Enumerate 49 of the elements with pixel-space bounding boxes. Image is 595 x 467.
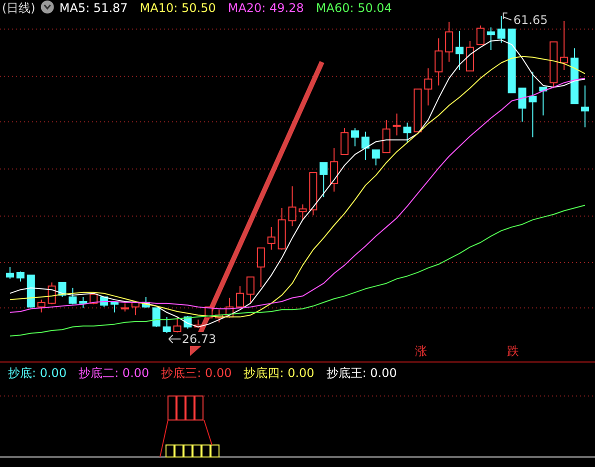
text: MA60: 50.04 (316, 1, 392, 15)
candlestick (6, 266, 14, 280)
chart-title: (日线) (2, 1, 36, 15)
candlestick (267, 226, 276, 250)
candlestick (16, 271, 24, 282)
candlestick (518, 88, 526, 122)
candlestick (79, 296, 88, 308)
candlestick (361, 131, 370, 160)
candlestick (434, 38, 443, 86)
candlestick (330, 148, 338, 192)
candlestick (68, 287, 77, 305)
text: 跌 (507, 344, 519, 358)
candlestick (372, 149, 380, 166)
candlestick (486, 26, 495, 51)
annotation: 61.65 (513, 13, 548, 27)
candlestick (382, 119, 390, 154)
candlestick (528, 71, 537, 138)
candlestick (236, 286, 244, 308)
candlestick (392, 113, 401, 136)
candlestick (110, 302, 119, 313)
text: 抄底四: 0.00 (244, 366, 314, 380)
candlestick (340, 128, 349, 155)
candlestick (162, 316, 171, 334)
text: 抄底三: 0.00 (161, 366, 232, 380)
candlestick (37, 299, 46, 313)
text: MA10: 50.50 (140, 1, 216, 15)
text: MA5: 51.87 (59, 1, 128, 15)
candlestick (424, 68, 432, 106)
candlestick (581, 84, 589, 128)
candlestick (403, 122, 412, 144)
candlestick (476, 25, 484, 46)
annotation: 26.73 (182, 332, 216, 346)
text: 抄底二: 0.00 (78, 366, 150, 380)
candlestick (298, 204, 307, 220)
candlestick (560, 20, 568, 71)
candlestick (320, 162, 328, 198)
candlestick (288, 186, 296, 227)
candlestick (351, 128, 359, 147)
candlestick (246, 276, 254, 303)
text: 涨 (415, 344, 427, 358)
text: MA20: 49.28 (228, 1, 304, 15)
candlestick (456, 30, 464, 71)
candlestick (497, 16, 506, 44)
text: 抄底王: 0.00 (326, 366, 397, 380)
candlestick (466, 40, 474, 72)
candlestick (152, 307, 160, 328)
text: 抄底: 0.00 (8, 366, 67, 380)
candlestick (445, 21, 454, 62)
candlestick (256, 247, 265, 288)
